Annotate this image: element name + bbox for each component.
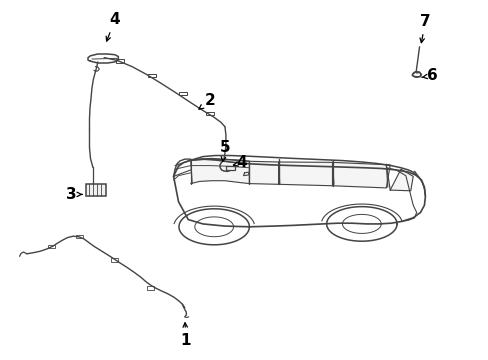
Polygon shape (278, 162, 332, 186)
Text: 1: 1 (180, 323, 191, 348)
Text: 7: 7 (419, 14, 430, 43)
Bar (206, 112, 214, 115)
Bar (111, 258, 118, 262)
Bar (147, 74, 155, 77)
Bar (147, 286, 154, 290)
Bar (179, 92, 187, 95)
Bar (85, 184, 106, 196)
Text: 6: 6 (421, 68, 437, 83)
Bar (76, 235, 83, 238)
Bar (225, 166, 234, 170)
Polygon shape (249, 161, 278, 184)
Text: 3: 3 (65, 187, 82, 202)
Text: 5: 5 (219, 140, 230, 161)
Polygon shape (389, 169, 412, 191)
Text: 4: 4 (106, 12, 120, 41)
Polygon shape (412, 72, 420, 77)
Text: 4: 4 (233, 155, 247, 170)
Text: 2: 2 (199, 93, 215, 109)
Bar (48, 245, 55, 248)
Polygon shape (332, 162, 389, 188)
Polygon shape (190, 158, 249, 184)
Bar (116, 59, 123, 63)
